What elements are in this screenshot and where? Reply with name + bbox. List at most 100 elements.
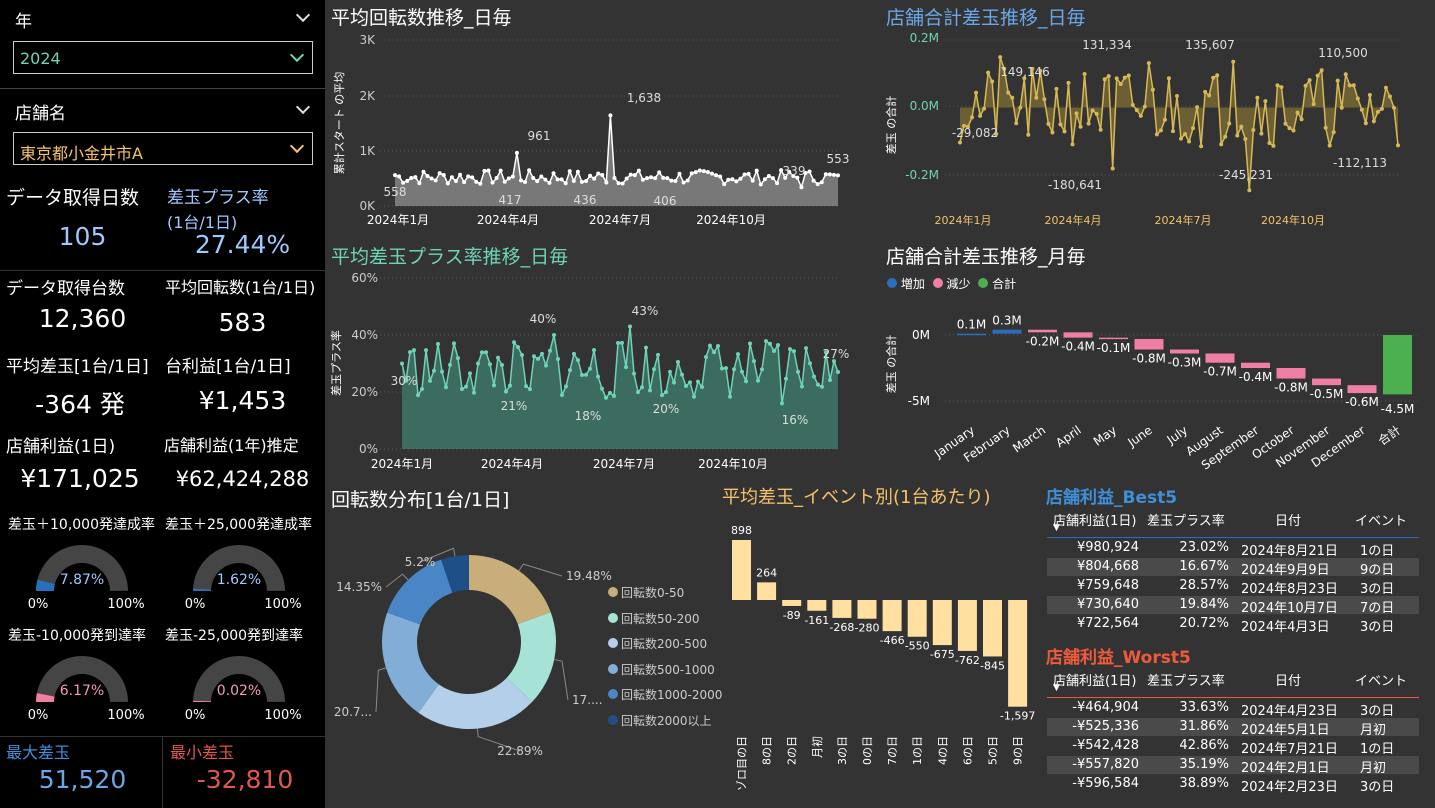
event-bar[interactable]	[757, 582, 777, 600]
diff-point[interactable]	[1046, 121, 1051, 126]
spin-point[interactable]	[714, 173, 719, 178]
legend-item[interactable]: 回転数1000-2000	[608, 686, 722, 712]
spin-point[interactable]	[514, 150, 519, 155]
diff-point[interactable]	[1187, 139, 1192, 144]
table-row[interactable]: ¥722,564 20.72% 2024年4月3日 3の日	[1047, 615, 1419, 635]
spin-point[interactable]	[596, 171, 601, 176]
diff-point[interactable]	[1271, 143, 1276, 148]
rate-point[interactable]	[640, 385, 644, 390]
diff-point[interactable]	[1026, 132, 1031, 137]
spin-point[interactable]	[502, 179, 507, 184]
table-row[interactable]: ¥730,640 19.84% 2024年10月7日 7の日	[1047, 596, 1419, 616]
diff-point[interactable]	[986, 70, 991, 75]
diff-point[interactable]	[1122, 75, 1127, 80]
donut-slice[interactable]	[506, 612, 556, 702]
event-bar[interactable]	[983, 600, 1002, 657]
diff-point[interactable]	[1154, 132, 1159, 137]
rate-point[interactable]	[516, 345, 520, 350]
rate-point[interactable]	[488, 362, 492, 367]
spin-point[interactable]	[555, 177, 560, 182]
diff-point[interactable]	[1215, 73, 1220, 78]
rate-point[interactable]	[692, 394, 696, 399]
rate-point[interactable]	[832, 359, 836, 364]
rate-point[interactable]	[836, 370, 840, 375]
diff-point[interactable]	[1018, 105, 1023, 110]
diff-point[interactable]	[1335, 78, 1340, 83]
rate-point[interactable]	[400, 361, 404, 366]
diff-point[interactable]	[1396, 143, 1400, 148]
spin-point[interactable]	[543, 177, 548, 182]
diff-point[interactable]	[1267, 141, 1272, 146]
diff-point[interactable]	[1251, 128, 1256, 133]
rate-point[interactable]	[504, 389, 508, 394]
diff-point[interactable]	[978, 113, 983, 118]
rate-point[interactable]	[416, 393, 420, 398]
diff-point[interactable]	[1247, 188, 1252, 193]
diff-point[interactable]	[1070, 142, 1075, 147]
spin-point[interactable]	[498, 168, 503, 173]
rate-point[interactable]	[476, 361, 480, 366]
spin-point[interactable]	[405, 178, 410, 183]
diff-point[interactable]	[1170, 129, 1175, 134]
waterfall-bar[interactable]	[957, 333, 986, 336]
rate-point[interactable]	[708, 343, 712, 348]
event-bar[interactable]	[882, 600, 902, 632]
diff-point[interactable]	[1030, 66, 1035, 71]
rate-point[interactable]	[556, 357, 560, 362]
rate-point[interactable]	[684, 383, 688, 388]
rate-line[interactable]	[401, 326, 839, 404]
spin-point[interactable]	[677, 171, 682, 176]
spin-point[interactable]	[547, 180, 552, 185]
rate-point[interactable]	[468, 371, 472, 376]
spin-point[interactable]	[453, 179, 458, 184]
event-bar[interactable]	[857, 600, 877, 619]
donut-slice[interactable]	[418, 677, 533, 729]
waterfall-bar[interactable]	[1099, 337, 1128, 340]
rate-point[interactable]	[824, 350, 828, 355]
spin-point[interactable]	[742, 172, 747, 177]
rate-point[interactable]	[656, 352, 660, 357]
diff-point[interactable]	[1259, 131, 1264, 136]
year-dropdown[interactable]: 2024	[13, 41, 313, 74]
rate-point[interactable]	[696, 379, 700, 384]
rate-point[interactable]	[764, 339, 768, 344]
event-bar[interactable]	[1008, 600, 1028, 707]
spin-point[interactable]	[559, 177, 564, 182]
diff-point[interactable]	[1162, 117, 1167, 122]
spin-point[interactable]	[531, 176, 536, 181]
event-bar[interactable]	[907, 600, 927, 637]
rate-point[interactable]	[536, 356, 540, 361]
spin-point[interactable]	[474, 179, 479, 184]
spin-point[interactable]	[592, 176, 597, 181]
diff-point[interactable]	[958, 140, 962, 145]
spin-point[interactable]	[600, 173, 605, 178]
diff-point[interactable]	[1283, 121, 1288, 126]
rate-point[interactable]	[464, 384, 468, 389]
spin-point[interactable]	[661, 175, 666, 180]
donut-slice[interactable]	[382, 612, 439, 713]
spin-point[interactable]	[632, 173, 637, 178]
spin-point[interactable]	[462, 180, 467, 185]
diff-point[interactable]	[1146, 61, 1151, 66]
diff-point[interactable]	[1255, 95, 1260, 100]
diff-point[interactable]	[1158, 128, 1163, 133]
rate-point[interactable]	[712, 350, 716, 355]
spin-point[interactable]	[470, 175, 475, 180]
diff-point[interactable]	[1315, 73, 1320, 78]
spin-point[interactable]	[791, 173, 796, 178]
column-header[interactable]: 差玉プラス率	[1147, 514, 1225, 529]
diff-point[interactable]	[1359, 107, 1364, 112]
rate-point[interactable]	[680, 372, 684, 377]
waterfall-bar[interactable]	[1063, 332, 1093, 338]
spin-point[interactable]	[608, 113, 613, 118]
spin-point[interactable]	[823, 172, 828, 177]
diff-point[interactable]	[1203, 89, 1208, 94]
diff-point[interactable]	[1311, 102, 1316, 107]
spin-point[interactable]	[718, 174, 723, 179]
event-bar[interactable]	[732, 540, 751, 600]
rate-point[interactable]	[600, 386, 604, 391]
diff-point[interactable]	[1062, 129, 1067, 134]
spin-point[interactable]	[779, 168, 784, 173]
spin-point[interactable]	[734, 179, 739, 184]
waterfall-bar[interactable]	[1312, 378, 1341, 386]
